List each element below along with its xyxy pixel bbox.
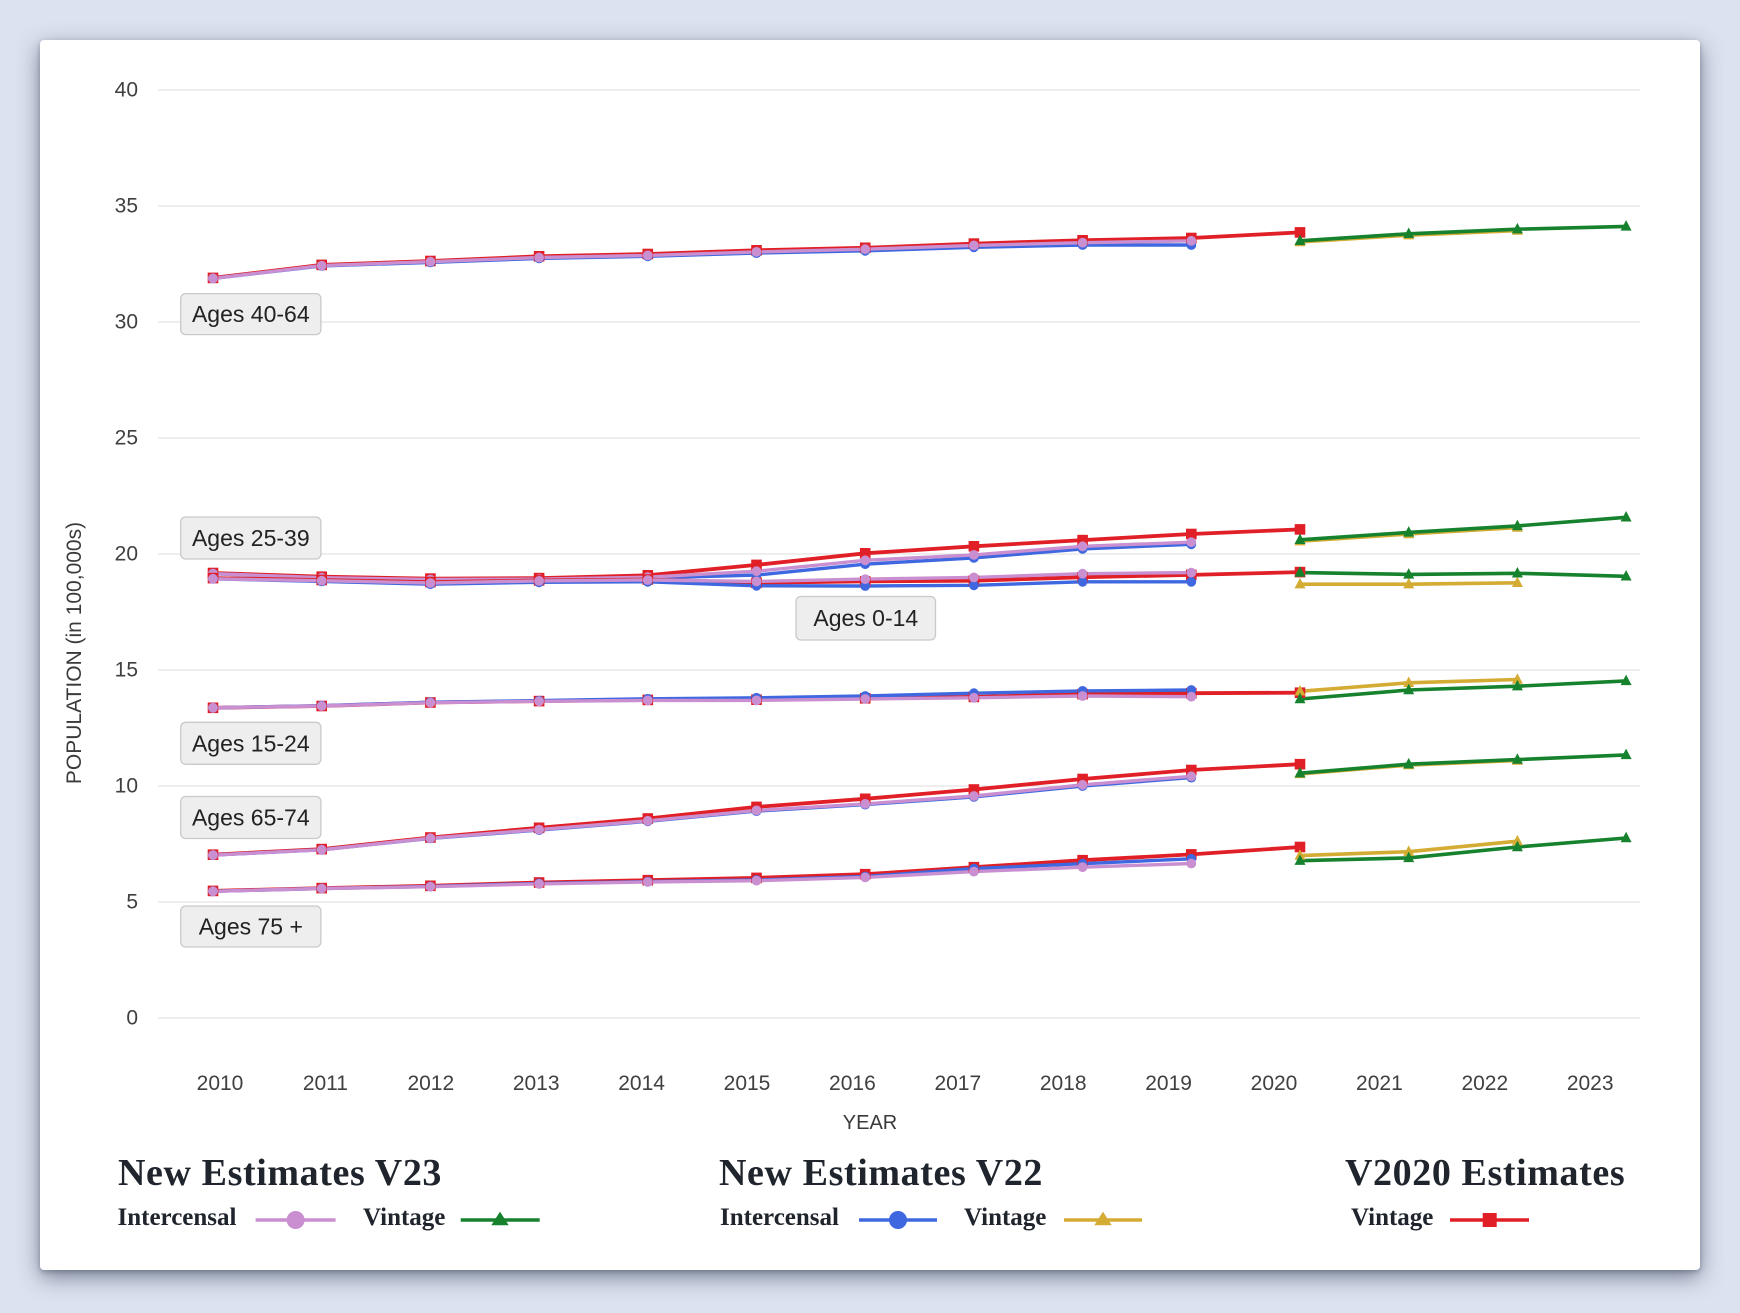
svg-text:Vintage: Vintage <box>964 1204 1046 1231</box>
svg-text:2021: 2021 <box>1356 1072 1403 1095</box>
svg-text:YEAR: YEAR <box>843 1112 897 1134</box>
svg-text:2010: 2010 <box>197 1072 244 1095</box>
svg-text:2016: 2016 <box>829 1072 876 1095</box>
svg-text:2018: 2018 <box>1040 1072 1087 1095</box>
svg-text:Ages 40-64: Ages 40-64 <box>192 301 310 327</box>
svg-text:40: 40 <box>115 79 138 102</box>
svg-text:0: 0 <box>126 1007 138 1030</box>
svg-text:2015: 2015 <box>724 1072 771 1095</box>
svg-text:2020: 2020 <box>1251 1072 1298 1095</box>
svg-text:10: 10 <box>115 775 138 798</box>
svg-text:2022: 2022 <box>1461 1072 1508 1095</box>
svg-text:Ages 15-24: Ages 15-24 <box>192 730 310 756</box>
svg-text:Ages 25-39: Ages 25-39 <box>192 525 310 551</box>
svg-text:2023: 2023 <box>1567 1072 1614 1095</box>
svg-text:POPULATION (in 100,000s): POPULATION (in 100,000s) <box>63 522 86 784</box>
svg-text:V2020 Estimates: V2020 Estimates <box>1345 1152 1625 1194</box>
svg-text:2017: 2017 <box>934 1072 981 1095</box>
svg-text:25: 25 <box>115 427 138 450</box>
svg-text:35: 35 <box>115 195 138 218</box>
svg-text:Intercensal: Intercensal <box>720 1204 839 1231</box>
svg-text:Vintage: Vintage <box>1351 1204 1433 1231</box>
svg-text:15: 15 <box>115 659 138 682</box>
svg-text:Intercensal: Intercensal <box>118 1204 237 1231</box>
svg-text:Ages 75 +: Ages 75 + <box>199 914 303 940</box>
svg-text:New Estimates V23: New Estimates V23 <box>118 1152 442 1194</box>
svg-text:2013: 2013 <box>513 1072 560 1095</box>
svg-text:5: 5 <box>126 891 138 914</box>
svg-text:2014: 2014 <box>618 1072 665 1095</box>
svg-text:30: 30 <box>115 311 138 334</box>
svg-text:2019: 2019 <box>1145 1072 1192 1095</box>
svg-text:New Estimates V22: New Estimates V22 <box>719 1152 1043 1194</box>
svg-text:20: 20 <box>115 543 138 566</box>
svg-text:Ages 65-74: Ages 65-74 <box>192 805 310 831</box>
svg-text:2011: 2011 <box>303 1072 348 1095</box>
svg-text:Ages 0-14: Ages 0-14 <box>813 605 918 631</box>
svg-text:Vintage: Vintage <box>363 1204 445 1231</box>
svg-text:2012: 2012 <box>407 1072 454 1095</box>
